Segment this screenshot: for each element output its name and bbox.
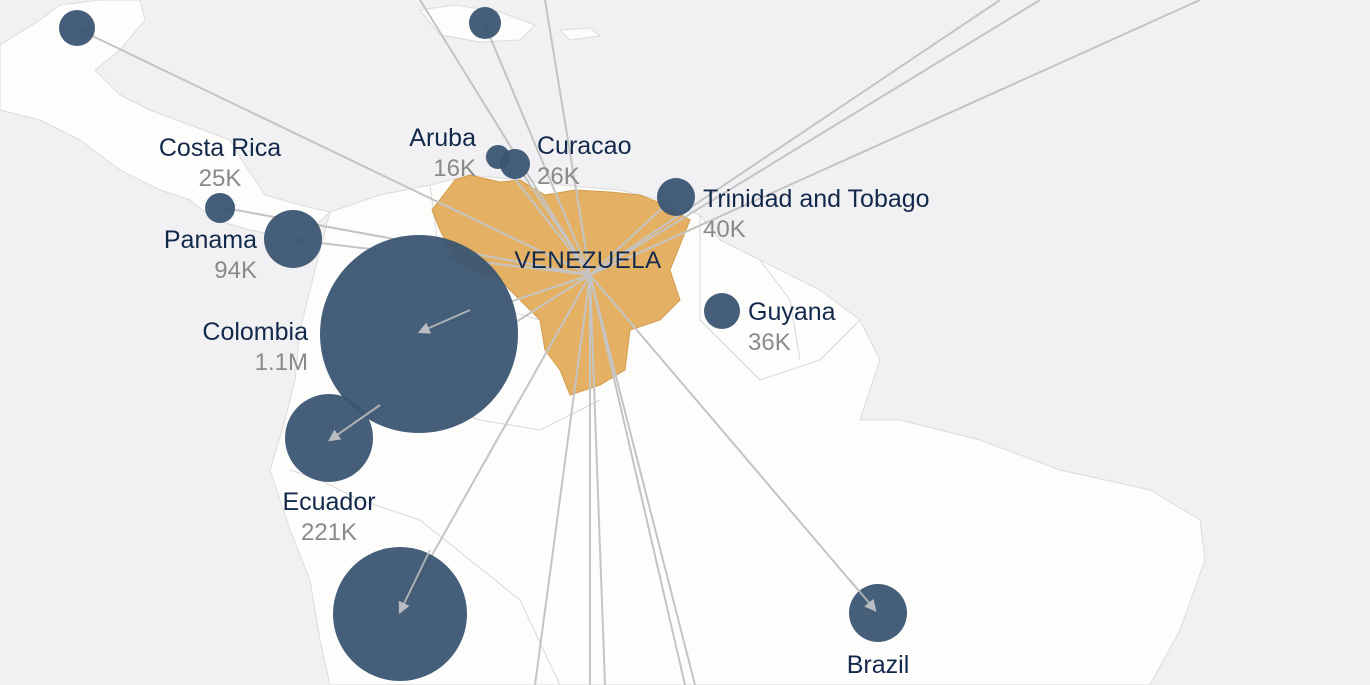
label-aruba-value: 16K bbox=[433, 155, 476, 182]
label-guyana-value: 36K bbox=[748, 329, 791, 356]
bubble-guyana[interactable] bbox=[704, 293, 740, 329]
label-colombia-value: 1.1M bbox=[255, 349, 308, 376]
bubble-trinidad[interactable] bbox=[657, 178, 695, 216]
label-curacao-name: Curacao bbox=[537, 132, 632, 160]
bubble-dominican-republic[interactable] bbox=[469, 7, 501, 39]
label-costa-rica-name: Costa Rica bbox=[159, 134, 281, 162]
bubble-brazil[interactable] bbox=[849, 584, 907, 642]
label-trinidad-value: 40K bbox=[703, 216, 746, 243]
landmasses bbox=[0, 0, 1206, 685]
label-brazil-name: Brazil bbox=[847, 651, 910, 679]
bubble-curacao[interactable] bbox=[500, 149, 530, 179]
land-central-america bbox=[0, 0, 332, 241]
label-aruba-name: Aruba bbox=[409, 124, 476, 152]
bubble-panama[interactable] bbox=[264, 210, 322, 268]
label-costa-rica-value: 25K bbox=[199, 165, 242, 192]
label-panama-value: 94K bbox=[214, 257, 257, 284]
label-colombia-name: Colombia bbox=[202, 318, 308, 346]
label-curacao-value: 26K bbox=[537, 163, 580, 190]
bubble-mexico[interactable] bbox=[59, 10, 95, 46]
labels: VENEZUELA Costa Rica 25K Panama 94K Arub… bbox=[159, 124, 930, 679]
label-trinidad-name: Trinidad and Tobago bbox=[703, 185, 930, 213]
land-puerto-rico bbox=[558, 27, 602, 41]
origin-label: VENEZUELA bbox=[514, 247, 661, 274]
bubble-costa-rica[interactable] bbox=[205, 193, 235, 223]
label-panama-name: Panama bbox=[164, 226, 257, 254]
bubble-colombia[interactable] bbox=[320, 235, 518, 433]
bubble-ecuador[interactable] bbox=[285, 394, 373, 482]
arrowheads bbox=[328, 309, 877, 615]
label-ecuador-name: Ecuador bbox=[282, 488, 375, 516]
label-ecuador-value: 221K bbox=[301, 519, 357, 546]
bubble-peru[interactable] bbox=[333, 547, 467, 681]
label-guyana-name: Guyana bbox=[748, 298, 836, 326]
